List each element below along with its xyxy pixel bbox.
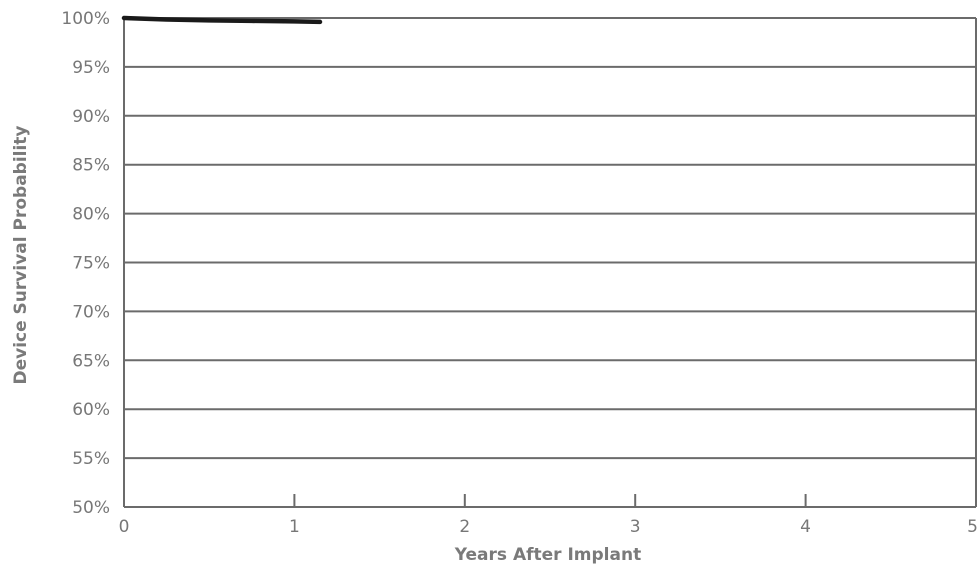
x-tick-label: 4 — [800, 517, 811, 537]
y-tick-label: 65% — [72, 351, 110, 371]
series-lines — [121, 15, 323, 25]
y-tick-label: 85% — [72, 156, 110, 176]
y-tick-label: 100% — [61, 9, 110, 29]
x-tick-label: 2 — [459, 517, 470, 537]
y-tick-label: 80% — [72, 205, 110, 225]
plot-frame — [123, 18, 977, 508]
series-line-0 — [121, 15, 323, 25]
y-axis-ticks: 50% 55% 60% 65% 70% 75% 80% 85% 90% 95% 100% — [61, 9, 110, 518]
x-tick-label: 5 — [967, 517, 978, 537]
x-tick-label: 1 — [289, 517, 300, 537]
gridlines — [124, 17, 976, 460]
y-tick-label: 50% — [72, 498, 110, 518]
y-tick-label: 75% — [72, 254, 110, 274]
y-tick-label: 70% — [72, 302, 110, 322]
x-axis-title: Years After Implant — [454, 545, 641, 564]
y-tick-label: 55% — [72, 449, 110, 469]
y-tick-label: 95% — [72, 58, 110, 78]
x-tick-label: 0 — [119, 517, 130, 537]
x-tick-label: 3 — [630, 517, 641, 537]
y-tick-label: 60% — [72, 400, 110, 420]
x-axis-ticks: 0 1 2 3 4 5 — [119, 494, 978, 537]
y-tick-label: 90% — [72, 107, 110, 127]
y-axis-title: Device Survival Probability — [11, 125, 31, 384]
